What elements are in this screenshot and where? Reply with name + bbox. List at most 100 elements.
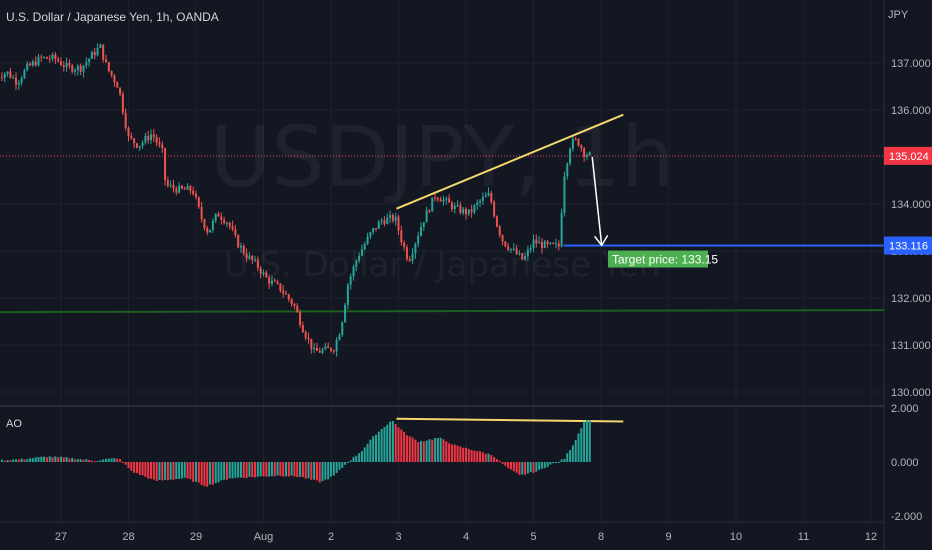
candle-body [211, 220, 214, 230]
candle-body [20, 78, 23, 83]
ao-bar [51, 457, 54, 462]
ao-bar [282, 462, 285, 477]
ao-bar [60, 456, 62, 462]
time-tick-label: 9 [665, 531, 671, 543]
candle-body [268, 277, 271, 284]
ao-bar [273, 462, 276, 477]
ao-bar [254, 462, 257, 478]
candle-body [411, 253, 414, 261]
ao-bar [571, 445, 574, 462]
candle-body [552, 242, 555, 244]
ao-bar [189, 462, 192, 480]
candle-body [186, 186, 189, 190]
candle-body [17, 82, 20, 85]
candle-body [352, 266, 355, 277]
ao-bar [546, 462, 549, 467]
candle-body [116, 82, 119, 88]
candle-body [31, 61, 34, 66]
ao-bar [206, 462, 209, 487]
ao-bar [400, 429, 403, 462]
ao-tick-label: 2.000 [891, 403, 919, 415]
indicator-name[interactable]: AO [6, 418, 22, 430]
ao-bar [408, 436, 411, 462]
ao-bar [110, 458, 113, 462]
chart-drawings[interactable]: Target price: 133.15 [396, 113, 718, 423]
candle-body [161, 144, 164, 149]
candle-body [315, 347, 318, 351]
candle-body [377, 221, 380, 229]
candle-body [467, 209, 470, 215]
ao-bar [74, 459, 77, 462]
ao-bar [45, 457, 48, 462]
ao-bar [259, 462, 262, 477]
candle-body [113, 75, 116, 83]
candle-body [138, 145, 141, 148]
candle-body [60, 61, 62, 66]
ao-bar [436, 437, 439, 462]
candle-body [546, 241, 549, 244]
ao-bar [231, 462, 234, 479]
candle-body [484, 195, 487, 198]
candle-body [476, 202, 479, 206]
ao-bar [214, 462, 217, 484]
candle-body [515, 248, 518, 255]
ao-bar [481, 452, 484, 462]
ao-trendline [396, 417, 624, 423]
ao-bar [150, 462, 152, 479]
ao-bar [175, 462, 178, 480]
candle-body [26, 63, 29, 71]
ao-bar [37, 457, 40, 462]
candle-body [57, 59, 60, 62]
ao-bar [315, 462, 318, 481]
price-tick-label: 134.000 [891, 199, 931, 211]
candle-body [119, 87, 122, 95]
candle-body [481, 197, 484, 201]
candle-body [335, 340, 338, 352]
candle-body [15, 77, 17, 85]
time-tick-label: 10 [730, 531, 742, 543]
ao-bar [360, 451, 363, 462]
chart-title: U.S. Dollar / Japanese Yen, 1h, OANDA [6, 10, 219, 24]
ao-histogram [0, 420, 591, 487]
candle-body [524, 256, 527, 260]
ao-bar [540, 462, 543, 469]
ao-bar [425, 440, 428, 462]
candle-body [76, 65, 79, 71]
candle-body [431, 197, 434, 212]
ao-bar [307, 462, 310, 479]
candle-body [287, 294, 290, 300]
candle-body [571, 138, 574, 149]
ao-bar [335, 462, 338, 473]
ao-bar [324, 462, 327, 480]
ao-bar [256, 462, 259, 477]
candle-body [507, 246, 510, 250]
candle-body [248, 255, 251, 259]
time-tick-label: 27 [55, 531, 67, 543]
candle-body [296, 305, 299, 313]
candle-body [327, 346, 330, 348]
candle-body [245, 253, 248, 259]
candle-body [141, 142, 144, 146]
ao-bar [68, 458, 71, 462]
candle-body [526, 249, 529, 257]
ao-bar [431, 439, 434, 462]
candle-body [574, 138, 577, 140]
candle-body [490, 192, 493, 202]
ao-bar [169, 462, 172, 480]
candle-body [242, 245, 245, 254]
ao-bar [428, 439, 431, 462]
target-price-badge [884, 236, 932, 255]
ao-bar [31, 458, 34, 462]
ao-bar [465, 447, 467, 462]
candle-body [9, 71, 12, 78]
candle-body [532, 239, 535, 249]
candle-body [304, 332, 307, 338]
ao-bar [48, 456, 51, 462]
candle-body [251, 255, 254, 261]
ao-bar [532, 462, 535, 474]
ao-bar [127, 462, 130, 469]
ao-bar [512, 462, 515, 472]
ao-bar [113, 458, 116, 462]
ao-bar [200, 462, 203, 486]
